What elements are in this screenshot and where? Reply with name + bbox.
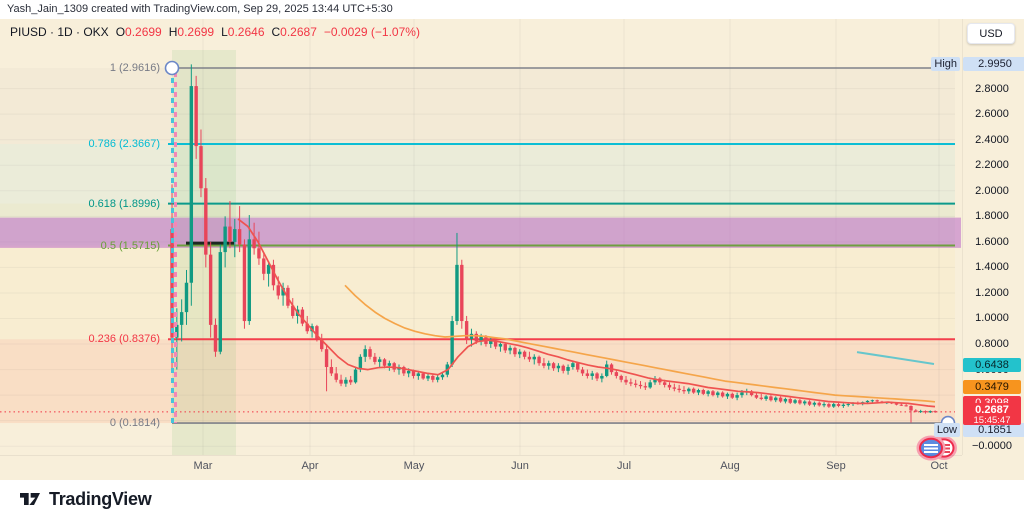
ohlc-pair: L0.2646 <box>221 25 265 39</box>
highlight-column[interactable] <box>172 50 236 455</box>
fib-zone-fills <box>0 68 955 424</box>
time-axis[interactable] <box>0 455 962 481</box>
emoji-sticker-drawing[interactable] <box>916 435 957 461</box>
attribution-text: Yash_Jain_1309 created with TradingView.… <box>7 3 393 15</box>
fib-retracement-lines[interactable] <box>168 67 955 424</box>
change-value: −0.0029 (−1.07%) <box>323 25 420 39</box>
fib-anchor-dashed-line[interactable] <box>171 68 177 424</box>
chart-legend[interactable]: PIUSD · 1D · OKX O0.2699 H0.2699 L0.2646 C0… <box>10 25 420 39</box>
currency-toggle-button[interactable]: USD <box>967 23 1015 44</box>
ma-fast-line <box>237 218 936 408</box>
tradingview-logo-icon <box>20 493 40 505</box>
attribution-bar: Yash_Jain_1309 created with TradingView.… <box>0 0 1024 19</box>
tradingview-logo-text: TradingView <box>49 488 152 509</box>
ohlc-pair: C0.2687 <box>271 25 317 39</box>
footer-bar: TradingView <box>0 480 1024 521</box>
ohlc-pair: O0.2699 <box>115 25 162 39</box>
ohlc-pair: H0.2699 <box>168 25 215 39</box>
price-axis[interactable] <box>962 19 1024 455</box>
ma-slow-line <box>344 284 936 403</box>
candles-series <box>170 64 937 423</box>
cyan-trendline-drawing[interactable] <box>856 351 935 365</box>
symbol-title[interactable]: PIUSD · 1D · OKX <box>10 25 109 39</box>
tradingview-logo[interactable]: TradingView <box>18 488 152 510</box>
purple-band-drawing[interactable] <box>0 217 961 248</box>
ohlc-values: O0.2699 H0.2699 L0.2646 C0.2687 <box>116 25 317 39</box>
